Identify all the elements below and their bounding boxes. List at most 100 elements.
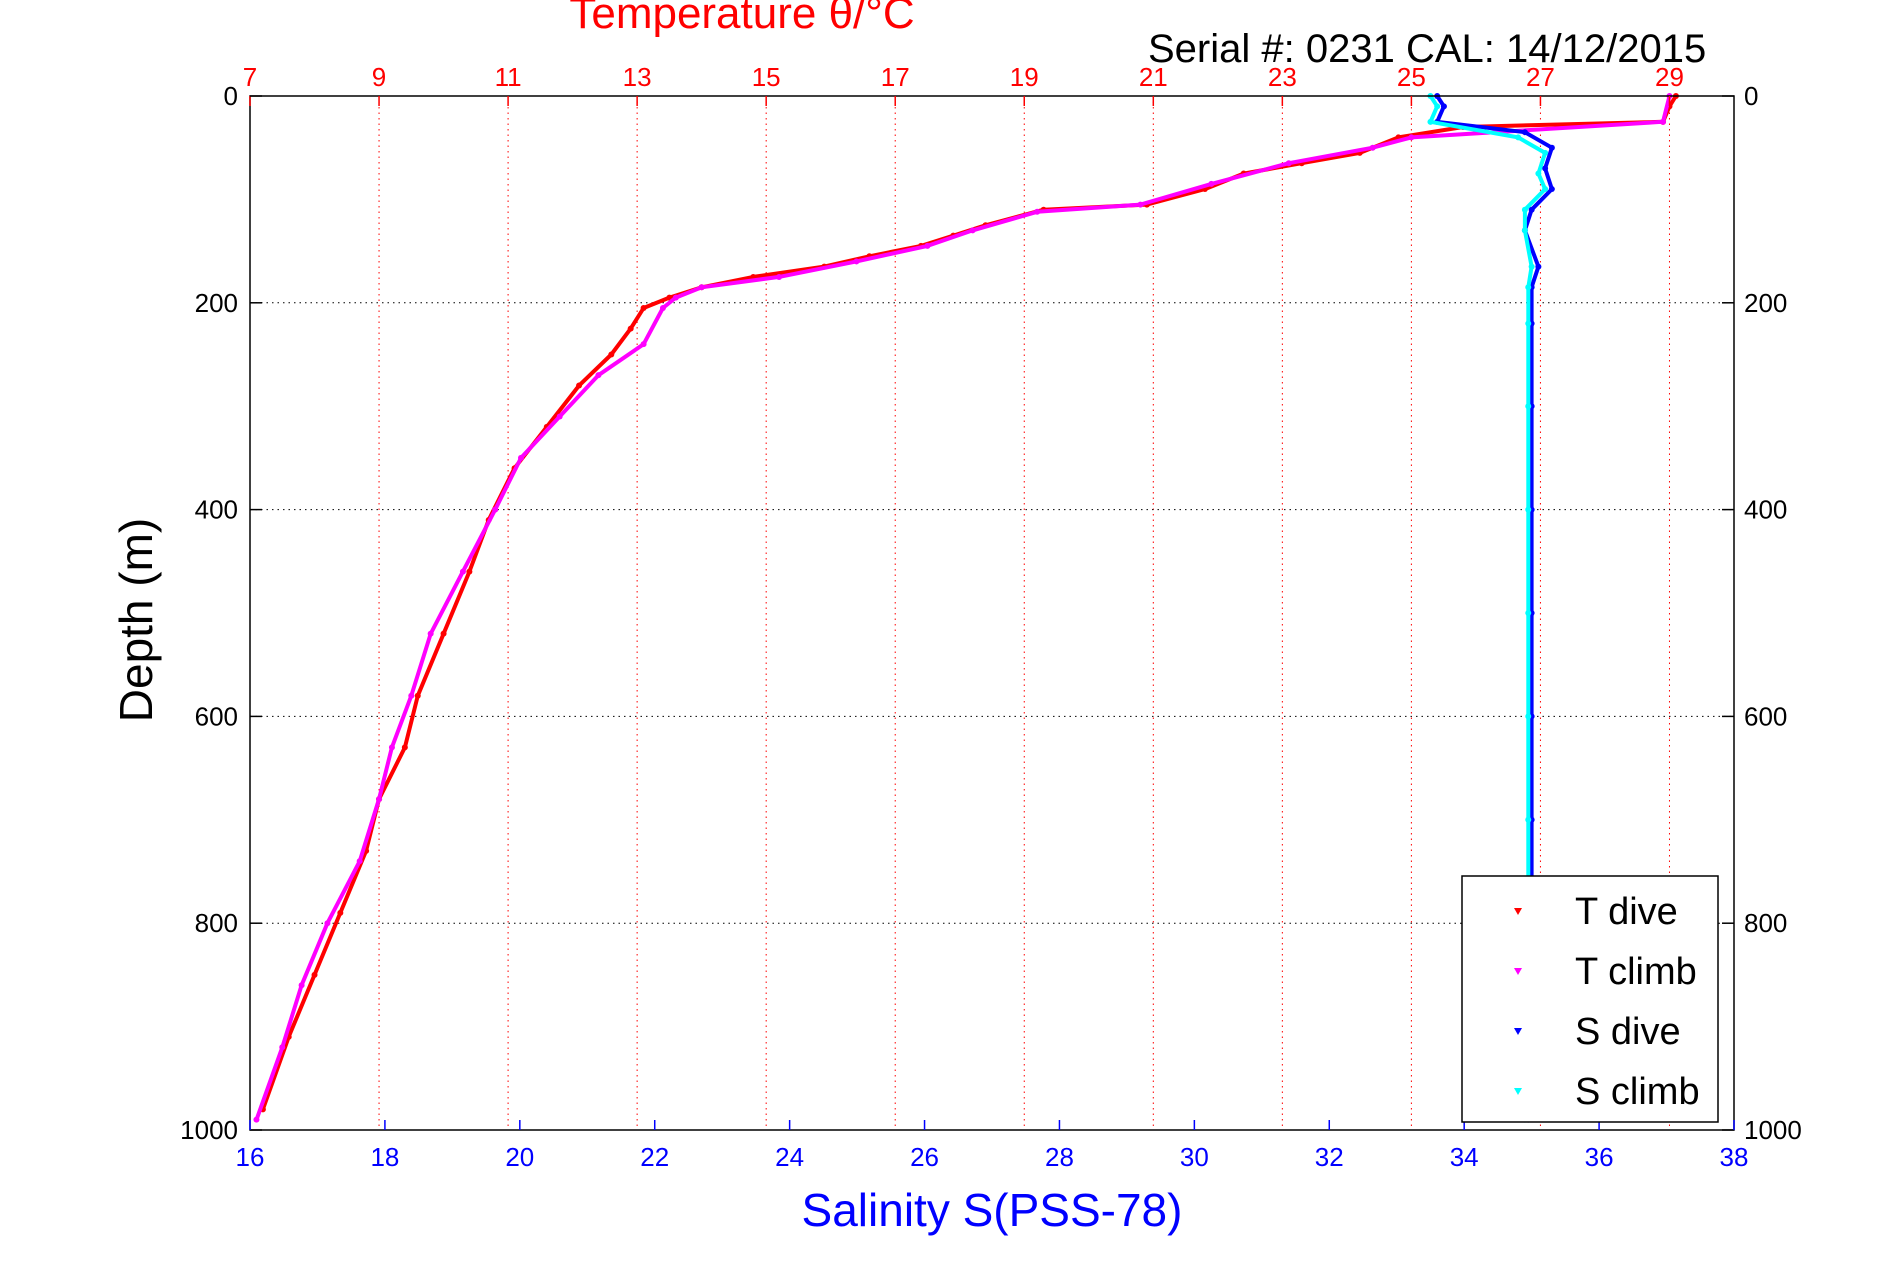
- legend-label: S dive: [1575, 1011, 1681, 1053]
- data-point: [1521, 206, 1528, 213]
- data-point: [1137, 201, 1144, 208]
- tick-label-salinity: 38: [1720, 1142, 1749, 1172]
- data-point: [672, 294, 679, 301]
- chart-subtitle: Serial #: 0231 CAL: 14/12/2015: [1148, 27, 1706, 71]
- data-point: [414, 692, 421, 699]
- data-point: [1525, 610, 1532, 616]
- tick-label-depth-right: 800: [1744, 908, 1787, 938]
- tick-label-depth-right: 200: [1744, 288, 1787, 318]
- data-point: [924, 242, 931, 249]
- chart-title: Temperature θ/°C: [569, 0, 914, 38]
- data-point: [659, 304, 666, 311]
- data-point: [1525, 506, 1532, 513]
- data-point: [1535, 170, 1542, 177]
- data-point: [595, 372, 602, 379]
- tick-label-salinity: 28: [1045, 1142, 1074, 1172]
- data-point: [1548, 186, 1555, 193]
- tick-label-salinity: 32: [1315, 1142, 1344, 1172]
- legend: T dive T climb S dive S climb: [1461, 875, 1719, 1123]
- tick-label-temperature: 27: [1526, 62, 1555, 92]
- data-point: [698, 284, 705, 291]
- tick-label-temperature: 19: [1010, 62, 1039, 92]
- series-t-climb: [253, 93, 1673, 1123]
- legend-label: T climb: [1575, 951, 1697, 993]
- axes: 7 9 11 13 15 17 19 21 23 25 27 29 0 0 200 200 400 400 600 6…: [180, 62, 1802, 1172]
- data-point: [279, 1044, 286, 1051]
- data-point: [492, 506, 499, 513]
- data-point: [1542, 165, 1549, 172]
- data-point: [1525, 816, 1532, 823]
- grid: [249, 95, 1734, 1131]
- tick-label-salinity: 36: [1585, 1142, 1614, 1172]
- data-point: [1369, 144, 1376, 151]
- tick-label-depth-left: 600: [195, 701, 238, 731]
- tick-label-salinity: 24: [775, 1142, 804, 1172]
- tick-label-temperature: 15: [752, 62, 781, 92]
- data-series: [253, 93, 1679, 1123]
- data-point: [356, 858, 363, 865]
- series-line: [1435, 94, 1554, 1122]
- data-point: [298, 982, 305, 989]
- tick-label-salinity: 30: [1180, 1142, 1209, 1172]
- tick-label-depth-left: 0: [224, 81, 238, 111]
- data-point: [853, 258, 860, 265]
- tick-label-temperature: 25: [1397, 62, 1426, 92]
- data-point: [1208, 180, 1215, 187]
- data-point: [1521, 227, 1528, 234]
- tick-label-temperature: 29: [1655, 62, 1684, 92]
- data-point: [459, 568, 466, 575]
- series-line: [1428, 94, 1548, 1122]
- data-point: [576, 382, 583, 389]
- tick-label-temperature: 17: [881, 62, 910, 92]
- data-point: [253, 1116, 260, 1123]
- data-point: [1542, 149, 1549, 156]
- data-point: [1535, 263, 1542, 270]
- tick-label-salinity: 18: [370, 1142, 399, 1172]
- tick-label-temperature: 11: [495, 62, 522, 92]
- data-point: [1660, 118, 1667, 125]
- legend-box: [1461, 875, 1719, 1123]
- data-point: [311, 971, 318, 978]
- data-point: [608, 351, 615, 358]
- tick-label-temperature: 13: [623, 62, 652, 92]
- tick-label-depth-right: 1000: [1744, 1115, 1802, 1145]
- tick-label-depth-left: 1000: [180, 1115, 238, 1145]
- data-point: [440, 630, 447, 637]
- legend-marker: [1514, 1028, 1522, 1035]
- data-point: [1528, 206, 1535, 213]
- data-point: [401, 744, 408, 751]
- data-point: [1548, 144, 1555, 151]
- legend-marker: [1514, 908, 1522, 915]
- x-axis-title: Salinity S(PSS-78): [802, 1184, 1183, 1236]
- data-point: [376, 796, 383, 803]
- data-point: [776, 273, 783, 280]
- data-point: [1521, 129, 1528, 136]
- data-point: [1427, 118, 1434, 125]
- tick-label-salinity: 16: [236, 1142, 265, 1172]
- tick-label-salinity: 34: [1450, 1142, 1479, 1172]
- data-point: [1525, 713, 1532, 720]
- data-point: [1525, 403, 1532, 410]
- legend-marker: [1514, 968, 1522, 975]
- tick-label-temperature: 21: [1139, 62, 1168, 92]
- data-point: [1408, 134, 1415, 141]
- tick-label-depth-right: 400: [1744, 495, 1787, 525]
- data-point: [427, 630, 434, 637]
- data-point: [517, 454, 524, 461]
- data-point: [640, 304, 647, 311]
- tick-label-depth-right: 600: [1744, 701, 1787, 731]
- data-point: [337, 909, 344, 916]
- tick-label-depth-right: 0: [1744, 81, 1758, 111]
- tick-label-temperature: 23: [1268, 62, 1297, 92]
- data-point: [1515, 134, 1522, 141]
- y-axis-title: Depth (m): [110, 518, 162, 722]
- data-point: [1542, 186, 1549, 193]
- tick-label-temperature: 7: [243, 62, 257, 92]
- series-line: [254, 94, 1672, 1122]
- data-point: [1434, 103, 1441, 110]
- data-point: [324, 920, 331, 927]
- tick-label-depth-left: 400: [195, 495, 238, 525]
- legend-label: T dive: [1575, 891, 1678, 933]
- data-point: [1525, 284, 1532, 291]
- data-point: [408, 692, 415, 699]
